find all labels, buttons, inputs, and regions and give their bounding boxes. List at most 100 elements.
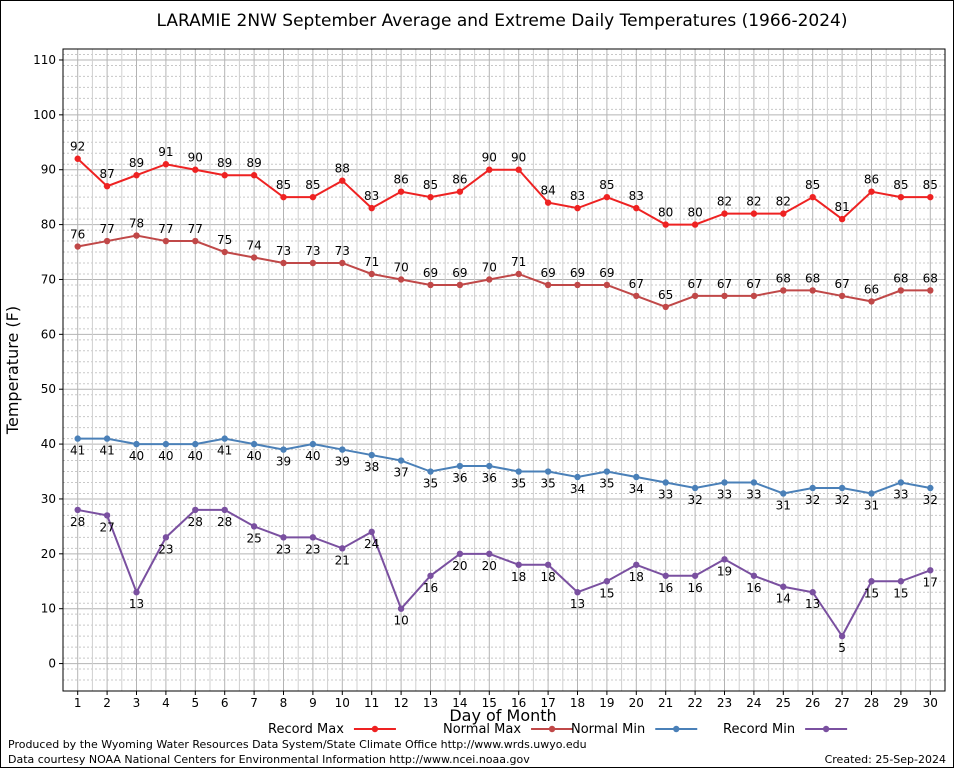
x-axis-ticks: 1 2 3 4 5 6 7 8 9 10 11 12 13 14 15 16 17 18 19 20 21 22 23 24 2…	[74, 691, 938, 710]
normal-max-data-label: 65	[658, 288, 673, 302]
x-tick-label: 13	[423, 696, 438, 710]
record-min-data-label: 28	[217, 515, 232, 529]
record-min-data-label: 17	[923, 575, 938, 589]
normal-min-data-label: 33	[746, 487, 761, 501]
normal-min-point	[162, 440, 170, 448]
record-max-point	[603, 193, 611, 201]
normal-max-data-label: 68	[776, 271, 791, 285]
record-max-data-label: 90	[188, 151, 203, 165]
y-tick-label: 50	[41, 382, 56, 396]
legend-marker-record-min	[822, 725, 830, 733]
y-tick-label: 70	[41, 272, 56, 286]
record-max-point	[456, 188, 464, 195]
x-tick-label: 17	[540, 696, 555, 710]
normal-min-data-label: 34	[570, 482, 585, 496]
record-min-data-label: 10	[393, 614, 408, 628]
normal-min-point	[897, 479, 905, 486]
normal-min-data-label: 40	[246, 449, 261, 463]
footer-data-courtesy: Data courtesy NOAA National Centers for …	[8, 753, 530, 766]
record-max-point	[868, 188, 875, 195]
normal-min-point	[192, 440, 199, 448]
normal-min-data-label: 41	[217, 444, 232, 458]
normal-max-point	[192, 237, 199, 245]
record-min-point	[280, 534, 287, 541]
record-min-point	[339, 545, 346, 552]
normal-min-point	[339, 446, 346, 453]
x-tick-label: 4	[162, 696, 170, 710]
normal-min-data-label: 35	[511, 477, 526, 491]
x-tick-label: 29	[893, 696, 908, 710]
record-max-point	[221, 172, 228, 179]
record-min-point	[456, 550, 464, 558]
normal-min-data-label: 36	[482, 471, 497, 485]
record-max-point	[133, 172, 140, 179]
normal-max-point	[544, 281, 552, 289]
normal-min-data-label: 31	[776, 498, 791, 512]
record-max-point	[250, 172, 258, 179]
normal-max-data-label: 66	[864, 282, 879, 296]
plot-frame	[62, 48, 946, 692]
record-max-point	[368, 204, 375, 212]
normal-min-data-label: 40	[188, 449, 203, 463]
x-tick-label: 2	[103, 696, 111, 710]
normal-max-point	[750, 292, 758, 300]
y-axis-label: Temperature (F)	[3, 306, 22, 435]
record-min-point	[103, 512, 111, 519]
record-max-point	[162, 161, 170, 168]
record-max-data-label: 85	[423, 178, 438, 192]
normal-min-data-label: 33	[893, 487, 908, 501]
record-max-point	[515, 166, 522, 173]
record-max-data-label: 80	[687, 206, 702, 220]
normal-max-point	[515, 270, 522, 278]
record-max-data-label: 92	[70, 140, 85, 154]
record-min-data-label: 23	[276, 542, 291, 556]
normal-min-point	[868, 490, 875, 497]
x-tick-label: 8	[280, 696, 288, 710]
x-tick-label: 19	[599, 696, 614, 710]
normal-min-data-label: 40	[158, 449, 173, 463]
record-max-point	[809, 193, 816, 201]
record-max-point	[397, 188, 405, 195]
normal-max-point	[838, 292, 846, 300]
record-max-point	[750, 210, 758, 217]
record-max-data-label: 89	[217, 156, 232, 170]
x-tick-label: 21	[658, 696, 673, 710]
normal-min-data-label: 36	[452, 471, 467, 485]
normal-min-point	[309, 440, 317, 448]
normal-min-point	[280, 446, 287, 453]
normal-max-data-label: 70	[393, 260, 408, 274]
x-axis-label: Day of Month	[449, 706, 556, 725]
normal-min-point	[74, 435, 81, 442]
normal-min-point	[368, 451, 375, 459]
normal-max-data-label: 75	[217, 233, 232, 247]
normal-min-data-label: 41	[99, 444, 114, 458]
legend-marker-normal-min	[673, 725, 680, 733]
normal-max-line	[77, 234, 931, 308]
normal-min-data-label: 32	[923, 493, 938, 507]
normal-max-point	[574, 281, 581, 289]
record-min-data-label: 13	[570, 597, 585, 611]
record-min-point	[750, 572, 758, 579]
normal-max-point	[633, 292, 640, 300]
record-min-data-label: 13	[129, 597, 144, 611]
record-max-data-label: 84	[540, 184, 555, 198]
normal-max-point	[74, 243, 81, 250]
normal-max-point	[280, 259, 287, 267]
normal-min-data-label: 32	[687, 493, 702, 507]
record-max-data-label: 83	[570, 189, 585, 203]
record-min-point	[133, 589, 140, 596]
normal-max-data-label: 76	[70, 228, 85, 242]
record-min-point	[427, 572, 434, 579]
x-tick-label: 7	[250, 696, 258, 710]
record-min-line	[77, 508, 931, 639]
record-min-data-label: 21	[335, 553, 350, 567]
record-min-point	[633, 561, 640, 568]
legend-marker-record-max	[371, 725, 379, 733]
record-max-data-label: 85	[923, 178, 938, 192]
chart-title: LARAMIE 2NW September Average and Extrem…	[156, 11, 847, 31]
record-min-point	[574, 589, 581, 596]
normal-min-data-label: 40	[305, 449, 320, 463]
record-min-data-label: 18	[511, 570, 526, 584]
normal-max-data-label: 69	[570, 266, 585, 280]
normal-max-data-label: 67	[629, 277, 644, 291]
